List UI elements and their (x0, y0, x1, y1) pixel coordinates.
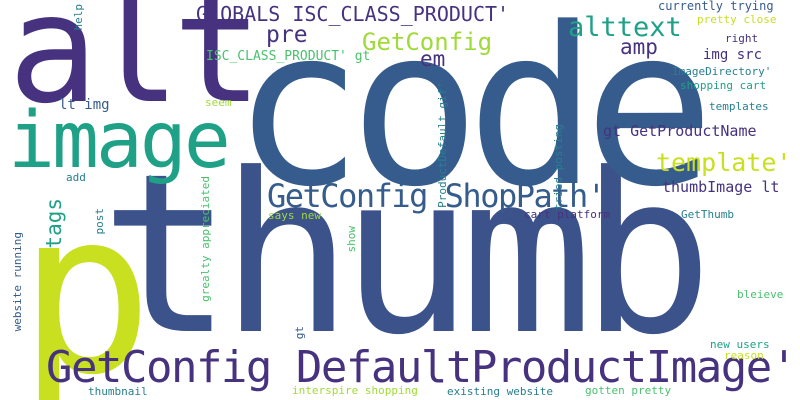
word-amp: amp (620, 35, 658, 59)
word-help: help (72, 4, 85, 31)
word-grealty-appreciated: grealty appreciated (199, 176, 212, 302)
word-currently-trying: currently trying (658, 0, 774, 13)
word-code: code (232, 0, 715, 235)
word-globals-isc-class-product: GLOBALS ISC_CLASS_PRODUCT' (196, 2, 510, 26)
word-image: image (8, 96, 231, 186)
word-post: post (93, 208, 106, 235)
word-getthumb: GetThumb (681, 208, 734, 221)
word-imagedirectory: ImageDirectory' (672, 65, 772, 78)
word-em: em (420, 47, 446, 71)
word-thumbnail: thumbnail (88, 385, 148, 398)
word-new-users: new users (710, 338, 770, 351)
word-pre: pre (266, 22, 308, 48)
word-productdefault-gif: ProductDefault gif' (436, 82, 449, 208)
word-gt-getproductname: gt GetProductName (603, 122, 757, 140)
word-gotten-pretty: gotten pretty (585, 384, 672, 397)
word-bleieve: bleieve (737, 288, 784, 301)
word-cart-platform: cart platform (524, 208, 611, 221)
word-img-src: img src (703, 47, 763, 63)
word-interspire-shopping: interspire shopping (292, 384, 418, 397)
word-shopping-cart: shopping cart (680, 79, 767, 92)
word-thumbimage-lt: thumbImage lt (662, 178, 780, 196)
word-add: add (66, 171, 86, 184)
word-templates: templates (709, 100, 769, 113)
word-thumb: thumb (100, 127, 713, 384)
word-seem: seem (205, 96, 232, 109)
word-getconfig: GetConfig (362, 28, 493, 56)
word-lt-img: lt img (59, 97, 110, 113)
word-alt: alt (8, 0, 263, 137)
word-getconfig-defaultproductimage: GetConfig DefaultProductImage' (46, 342, 797, 393)
word-getconfig-shoppath: GetConfig ShopPath' (267, 177, 606, 215)
word-show: show (345, 226, 358, 253)
word-right: right (725, 32, 759, 45)
word-existing-website: existing website (447, 385, 553, 398)
word-pretty-close: pretty close (697, 13, 777, 26)
word-isc-class-product-gt: ISC_CLASS_PRODUCT' gt (206, 49, 371, 64)
word-gt: gt (293, 326, 306, 340)
word-website-running: website running (11, 232, 24, 332)
word-tried-posting: tried posting (552, 124, 565, 211)
word-alttext: alttext (568, 12, 682, 43)
word-reason: reason (724, 349, 764, 362)
word-tags: tags (42, 198, 66, 249)
word-template: template' (656, 148, 792, 177)
word-p: p (18, 163, 154, 400)
word-says-new: says new (268, 209, 321, 222)
